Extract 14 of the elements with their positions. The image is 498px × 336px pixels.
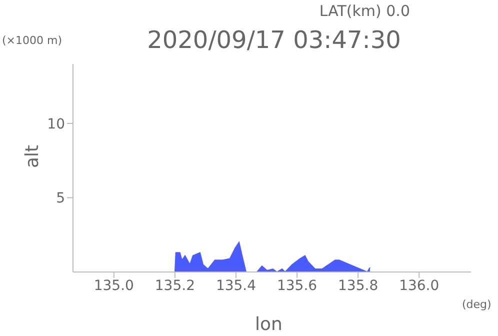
text: (×1000 m) [2,34,62,47]
x-tick-label: 135.8 [338,278,378,294]
x-tick-label: 136.0 [399,278,440,294]
text: LAT(km) 0.0 [319,2,410,20]
x-tick-label: 135.4 [216,278,256,294]
x-tick-label: 135.2 [154,278,195,294]
y-axis-title: alt [22,144,43,168]
y-tick-label: 10 [47,116,65,132]
chart-title: 2020/09/17 03:47:30 [147,26,401,54]
text: (deg) [462,298,492,311]
x-tick-label: 135.6 [276,278,318,294]
y-tick-label: 5 [56,190,65,207]
x-axis-title: lon [255,314,282,335]
x-tick-label: 135.0 [94,278,134,294]
